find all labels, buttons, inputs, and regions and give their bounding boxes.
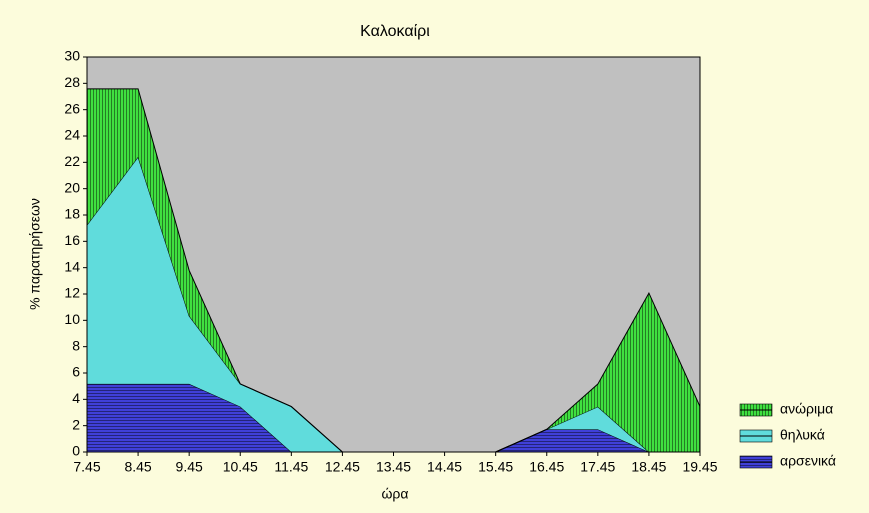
y-tick-label: 4 — [72, 390, 80, 406]
y-tick-label: 18 — [64, 206, 80, 222]
y-tick-label: 16 — [64, 232, 80, 248]
y-tick-label: 20 — [64, 179, 80, 195]
y-tick-label: 28 — [64, 74, 80, 90]
x-tick-label: 11.45 — [274, 459, 308, 475]
x-tick-label: 14.45 — [427, 459, 462, 475]
area — [87, 88, 700, 452]
x-tick-label: 18.45 — [631, 459, 666, 475]
y-tick-label: 22 — [64, 153, 80, 169]
x-tick-label: 17.45 — [580, 459, 615, 475]
x-tick-label: 9.45 — [176, 459, 203, 475]
x-tick-label: 10.45 — [223, 459, 258, 475]
legend-label: ανώριμα — [780, 401, 833, 417]
x-tick-label: 8.45 — [124, 459, 151, 475]
y-tick-label: 26 — [64, 100, 80, 116]
y-tick-label: 14 — [64, 258, 80, 274]
x-tick-label: 13.45 — [376, 459, 411, 475]
chart-title: Καλοκαίρι — [360, 23, 430, 40]
y-tick-label: 2 — [72, 416, 80, 432]
y-tick-label: 30 — [64, 48, 80, 64]
x-tick-label: 19.45 — [682, 459, 717, 475]
legend-label: θηλυκά — [780, 427, 825, 443]
x-axis-label: ώρα — [382, 486, 409, 502]
x-tick-label: 15.45 — [478, 459, 513, 475]
x-tick-label: 7.45 — [73, 459, 100, 475]
y-axis-label: % παρατηρήσεων — [27, 198, 43, 310]
y-tick-label: 6 — [72, 364, 80, 380]
x-tick-label: 12.45 — [325, 459, 360, 475]
legend-label: αρσενικά — [780, 453, 836, 469]
y-tick-label: 10 — [64, 311, 80, 327]
y-tick-label: 24 — [64, 127, 80, 143]
x-tick-label: 16.45 — [529, 459, 564, 475]
area — [87, 383, 700, 452]
y-tick-label: 0 — [72, 443, 80, 459]
y-tick-label: 8 — [72, 337, 80, 353]
y-tick-label: 12 — [64, 285, 80, 301]
